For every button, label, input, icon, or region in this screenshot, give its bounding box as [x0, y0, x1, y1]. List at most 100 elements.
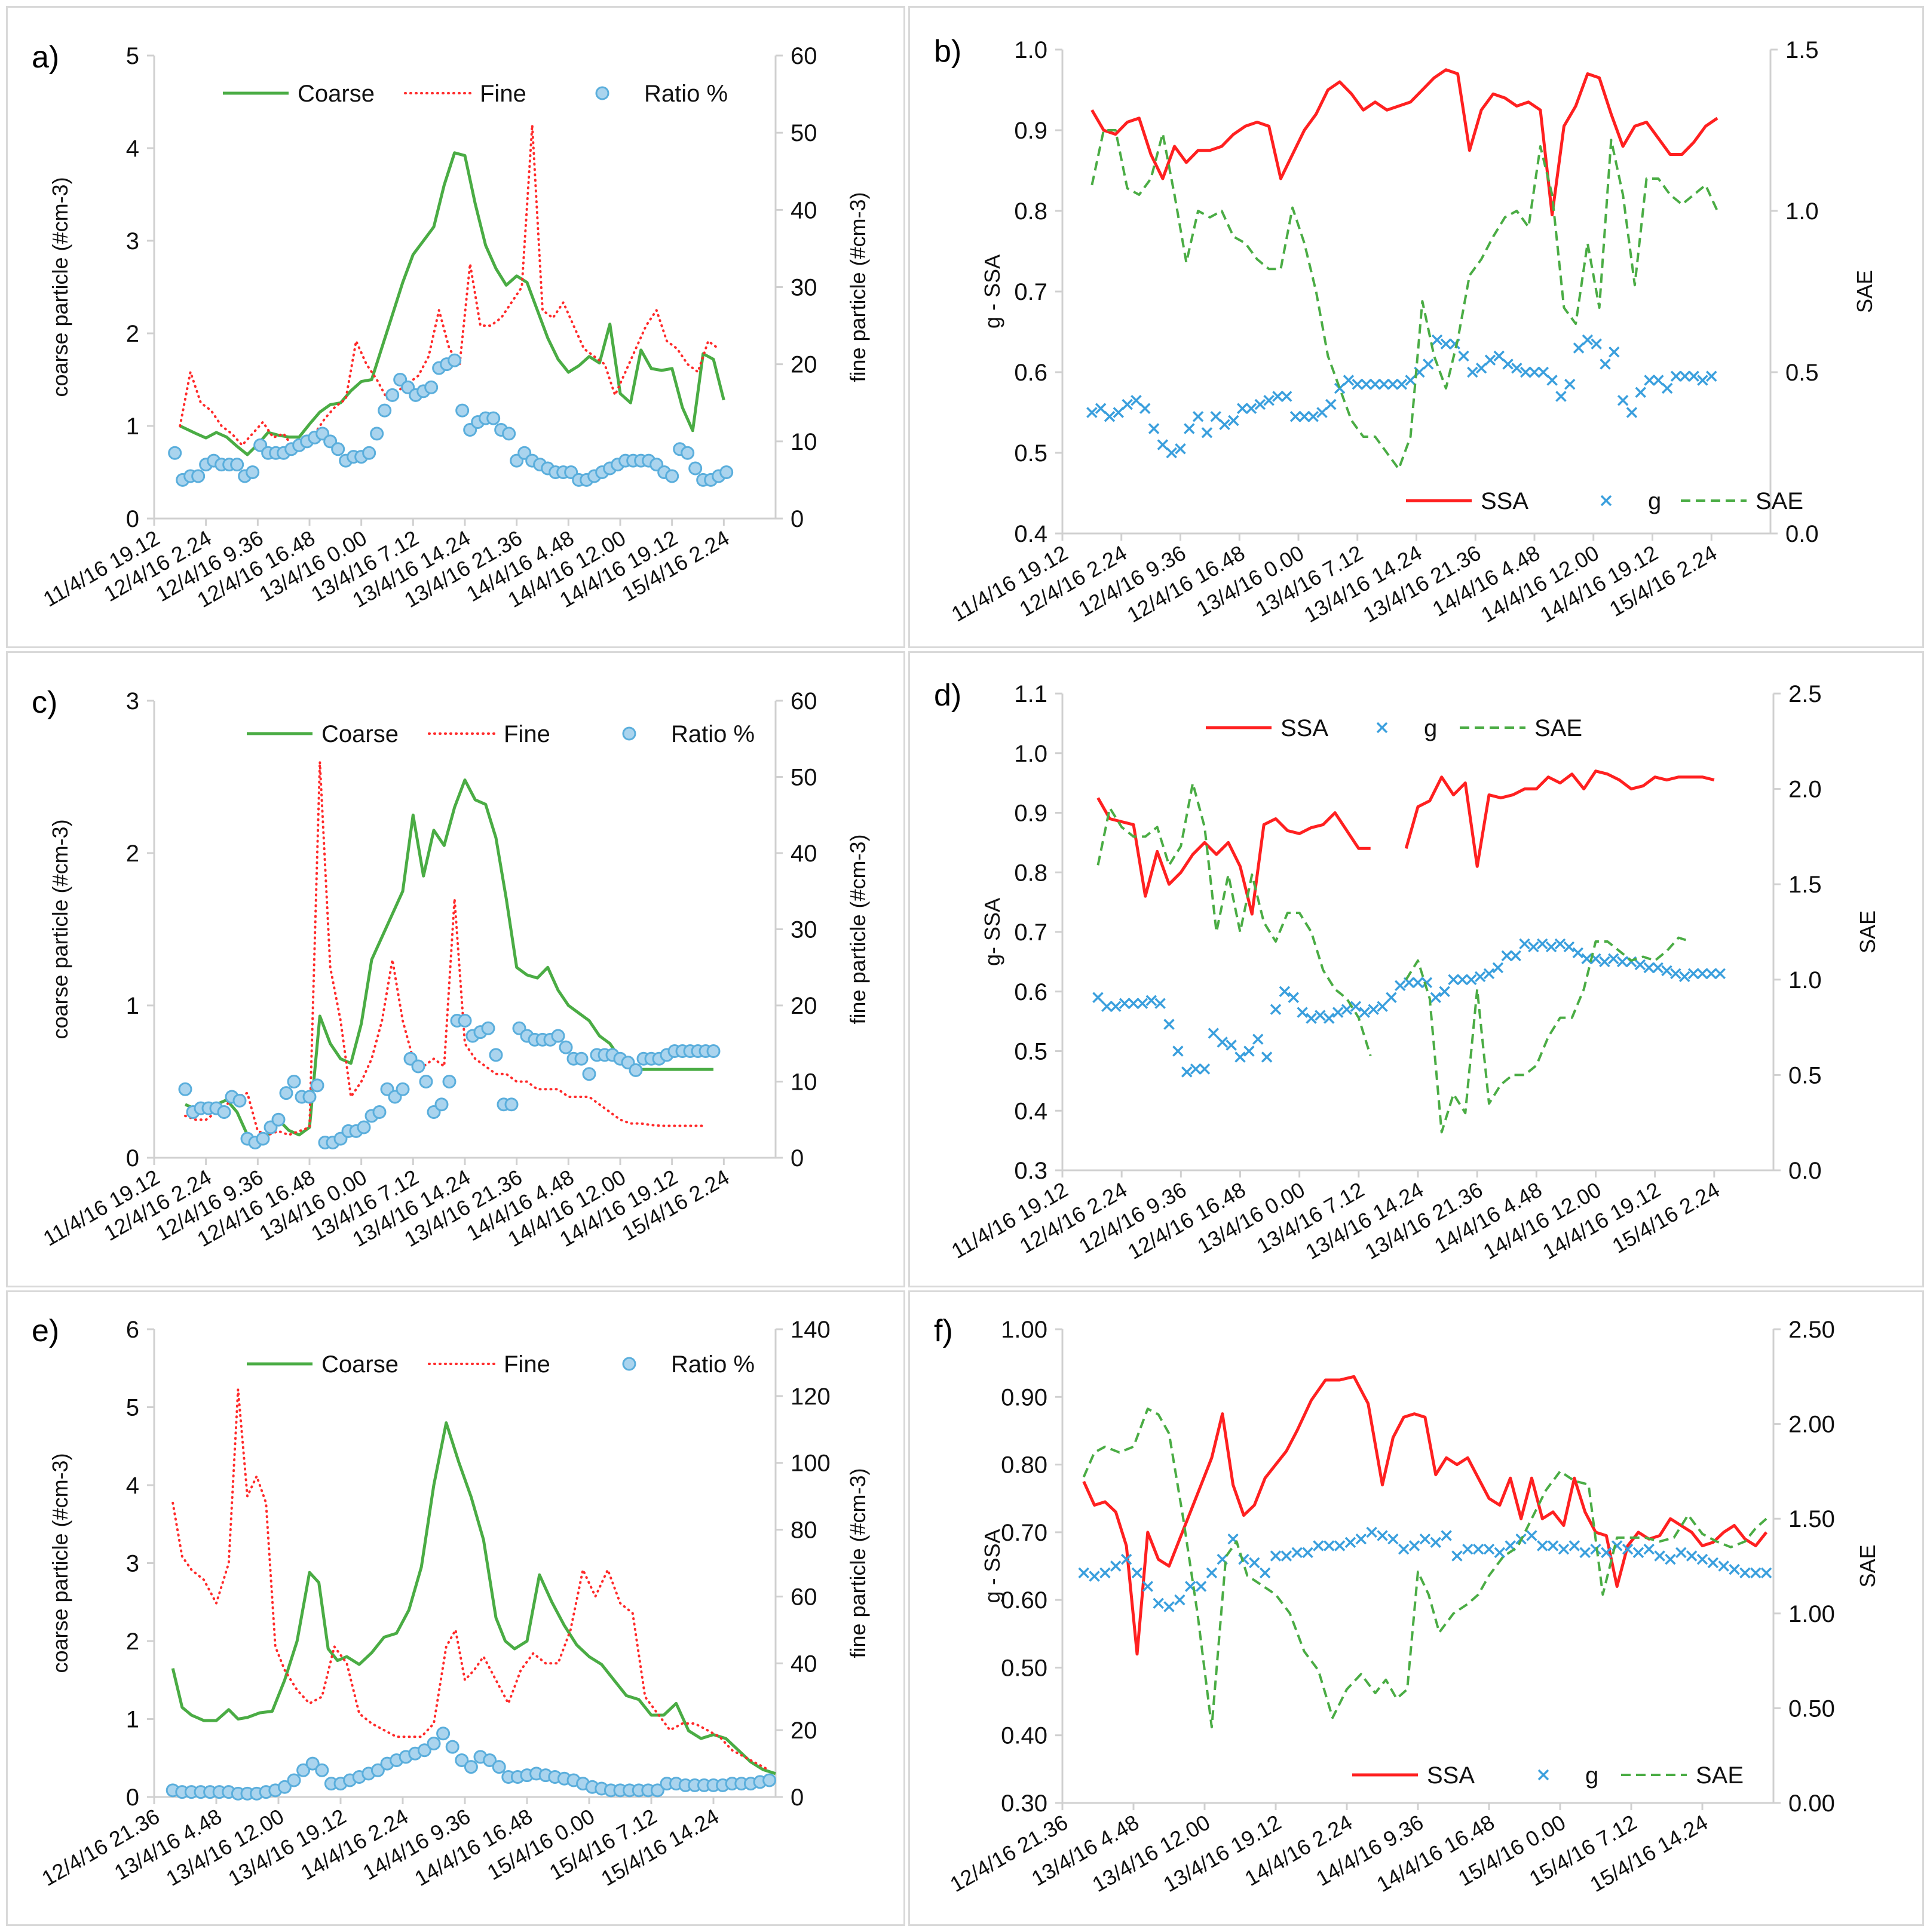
g-point: [1564, 379, 1576, 390]
ratio-point: [442, 1075, 457, 1088]
g-point: [1714, 968, 1726, 980]
ratio-point: [232, 1093, 247, 1108]
y-tick-label: 0: [126, 506, 139, 532]
y2-axis-title: SAE: [1852, 270, 1877, 313]
y-tick-label: 0.70: [1001, 1520, 1047, 1546]
g-point: [1343, 375, 1355, 386]
g-point: [1359, 1007, 1370, 1018]
y2-axis-title: SAE: [1855, 910, 1880, 953]
g-point: [1408, 1540, 1420, 1551]
y2-tick-label: 140: [791, 1317, 831, 1343]
ratio-point: [688, 461, 703, 476]
g-point: [1545, 941, 1557, 953]
ratio-point: [302, 1090, 317, 1104]
ratio-point: [483, 1753, 497, 1767]
y-tick-label: 0.6: [1014, 979, 1047, 1005]
g-point: [1511, 363, 1522, 374]
y2-tick-label: 60: [791, 43, 817, 69]
g-point: [1679, 971, 1690, 983]
g-point: [1249, 1557, 1260, 1569]
g-point: [1378, 379, 1390, 390]
g-point: [1199, 1063, 1211, 1075]
y2-tick-label: 80: [791, 1517, 817, 1544]
legend-label: SSA: [1280, 715, 1328, 741]
g-point: [1558, 1543, 1570, 1555]
g-point: [1280, 1550, 1292, 1562]
g-point: [1520, 366, 1531, 378]
y-tick-label: 0.6: [1014, 360, 1047, 386]
g-point: [1653, 375, 1664, 386]
ratio-point: [464, 1760, 478, 1774]
ratio-point: [331, 442, 345, 456]
y2-tick-label: 20: [791, 1718, 817, 1744]
g-point: [1494, 1547, 1506, 1559]
y-tick-label: 4: [126, 1473, 139, 1499]
series-line-sae: [1405, 936, 1691, 1134]
g-point: [1398, 1543, 1410, 1555]
ratio-point: [650, 1783, 664, 1798]
ratio-point: [287, 1773, 301, 1787]
y-tick-label: 0.80: [1001, 1452, 1047, 1479]
g-point: [1368, 1004, 1379, 1015]
g-point: [1441, 1530, 1452, 1541]
g-point: [1501, 950, 1512, 962]
g-point: [1466, 974, 1477, 986]
g-point: [1670, 370, 1682, 382]
ratio-point: [681, 446, 695, 460]
g-point: [1086, 407, 1098, 418]
y-tick-label: 4: [126, 136, 139, 162]
y2-tick-label: 2.50: [1788, 1317, 1835, 1343]
y-tick-label: 1: [126, 1707, 139, 1733]
y2-tick-label: 0: [791, 1145, 804, 1172]
g-point: [1492, 962, 1504, 974]
legend-label: Fine: [480, 81, 526, 107]
g-point: [1350, 1001, 1362, 1012]
g-point: [1201, 427, 1213, 438]
g-point: [1174, 1594, 1185, 1606]
y-tick-label: 2: [126, 1629, 139, 1655]
y-tick-label: 0.8: [1014, 198, 1047, 225]
legend-label: Coarse: [321, 1351, 399, 1378]
g-point: [1153, 1597, 1164, 1609]
g-point: [1430, 1537, 1441, 1548]
y-tick-label: 0: [126, 1784, 139, 1811]
g-point: [1609, 346, 1620, 358]
g-point: [1341, 1004, 1353, 1015]
g-point: [1419, 1533, 1431, 1545]
y2-tick-label: 30: [791, 275, 817, 301]
y2-tick-label: 1.5: [1785, 37, 1819, 63]
g-point: [1370, 379, 1381, 390]
g-point: [1526, 1530, 1537, 1541]
x-tick-label: 14/4/16 16.48: [1373, 1810, 1499, 1897]
g-point: [1635, 387, 1646, 398]
g-point: [1377, 1530, 1388, 1541]
y2-tick-label: 60: [791, 1584, 817, 1610]
ratio-point: [489, 1048, 503, 1062]
g-point: [1421, 977, 1433, 989]
ratio-point: [504, 1097, 519, 1112]
legend-label: Ratio %: [671, 1351, 755, 1378]
g-point: [1316, 407, 1328, 418]
y2-axis-title: fine particle (#cm-3): [845, 834, 870, 1024]
g-point: [1688, 370, 1699, 382]
series-line-sae: [1090, 129, 1718, 470]
g-point: [1313, 1540, 1324, 1551]
g-point: [1439, 986, 1450, 997]
g-point: [1665, 1553, 1676, 1565]
y2-tick-label: 1.5: [1788, 872, 1822, 898]
series-line-coarse: [171, 1421, 776, 1775]
ratio-point: [362, 446, 376, 460]
g-point: [1270, 1004, 1282, 1015]
x-tick-label: 12/4/16 21.36: [946, 1810, 1072, 1897]
legend-marker: [1600, 495, 1612, 507]
legend-label: g: [1424, 715, 1437, 741]
series-line-ssa: [1082, 1375, 1768, 1656]
g-point: [1573, 342, 1585, 354]
g-point: [1289, 411, 1301, 422]
g-point: [1599, 956, 1610, 968]
y2-tick-label: 10: [791, 429, 817, 455]
legend-label: g: [1648, 488, 1661, 514]
y-axis-title: g - SSA: [980, 1529, 1004, 1603]
